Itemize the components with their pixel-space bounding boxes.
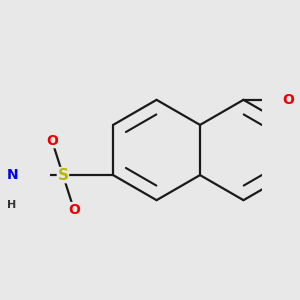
- Text: H: H: [7, 200, 16, 210]
- Text: O: O: [283, 93, 295, 107]
- Text: S: S: [58, 168, 68, 183]
- Text: N: N: [7, 168, 19, 182]
- Text: O: O: [46, 134, 58, 148]
- Text: O: O: [68, 202, 80, 217]
